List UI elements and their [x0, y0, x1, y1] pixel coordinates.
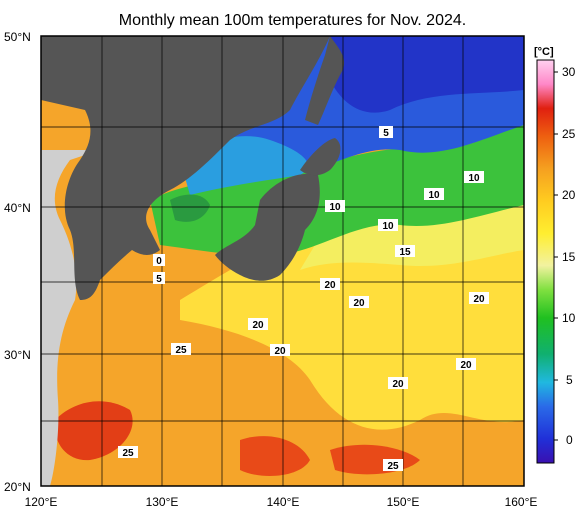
contour-label: 20	[469, 292, 489, 305]
svg-text:25: 25	[122, 448, 134, 459]
lon-tick-120: 120°E	[25, 495, 58, 509]
land-japan-honshu	[215, 173, 320, 281]
svg-text:20: 20	[460, 360, 472, 371]
map-title: Monthly mean 100m temperatures for Nov. …	[118, 12, 467, 29]
contour-label: 20	[456, 358, 476, 371]
contour-label: 20	[248, 318, 268, 331]
svg-text:20: 20	[392, 379, 404, 390]
svg-text:25: 25	[175, 345, 187, 356]
contour-label: 5	[379, 126, 393, 139]
contour-label: 20	[349, 296, 369, 309]
ocean-coldest-region	[330, 36, 524, 113]
warm-spot-south-west	[54, 401, 133, 461]
contour-label: 15	[395, 245, 415, 258]
colorbar-tick-label: 15	[562, 250, 576, 264]
lat-tick-30: 30°N	[4, 348, 31, 362]
land-sakhalin	[305, 36, 345, 125]
warm-spot-south-center	[240, 436, 310, 476]
svg-text:5: 5	[156, 274, 162, 285]
lat-tick-40: 40°N	[4, 201, 31, 215]
outside-region	[41, 36, 100, 486]
svg-text:0: 0	[156, 256, 162, 267]
contour-label: 10	[464, 171, 484, 184]
contour-label: 10	[378, 219, 398, 232]
lat-tick-50: 50°N	[4, 30, 31, 44]
land-continent	[41, 36, 330, 300]
sea-of-japan-patch	[170, 194, 210, 222]
contour-label: 25	[118, 446, 138, 459]
contour-label: 10	[424, 188, 444, 201]
land-japan-hokkaido	[300, 138, 341, 176]
contour-label: 10	[325, 200, 345, 213]
lon-tick-150: 150°E	[387, 495, 420, 509]
graticule	[41, 36, 524, 486]
contour-labels: 5 10 10 10 10 15 0 5 20 20 20 20 20 20 2…	[118, 126, 489, 472]
contour-label: 20	[270, 344, 290, 357]
lon-tick-160: 160°E	[505, 495, 538, 509]
svg-text:20: 20	[252, 320, 264, 331]
colorbar-tick-label: 30	[562, 65, 576, 79]
lat-tick-20: 20°N	[4, 480, 31, 494]
svg-text:20: 20	[274, 346, 286, 357]
svg-text:5: 5	[383, 128, 389, 139]
contour-label: 25	[171, 343, 191, 356]
colorbar-ticks	[554, 71, 558, 441]
contour-label: 20	[388, 377, 408, 390]
contour-label: 25	[383, 459, 403, 472]
lon-tick-140: 140°E	[267, 495, 300, 509]
svg-text:20: 20	[353, 298, 365, 309]
colorbar-tick-label: 10	[562, 311, 576, 325]
svg-text:15: 15	[399, 247, 411, 258]
colorbar-tick-label: 0	[566, 433, 573, 447]
contour-label: 20	[320, 278, 340, 291]
colorbar-tick-label: 5	[566, 373, 573, 387]
colorbar	[536, 59, 555, 464]
colorbar-tick-label: 25	[562, 127, 576, 141]
lon-tick-130: 130°E	[146, 495, 179, 509]
contour-label: 0	[153, 254, 165, 267]
svg-text:10: 10	[428, 190, 440, 201]
svg-text:10: 10	[329, 202, 341, 213]
colorbar-unit: [°C]	[534, 46, 554, 58]
colorbar-tick-label: 20	[562, 188, 576, 202]
contour-label: 5	[153, 272, 165, 285]
svg-text:25: 25	[387, 461, 399, 472]
ocean-green-band	[150, 125, 524, 256]
map-frame	[40, 35, 525, 487]
map-field	[41, 36, 524, 486]
svg-text:20: 20	[473, 294, 485, 305]
svg-text:10: 10	[468, 173, 480, 184]
svg-text:10: 10	[382, 221, 394, 232]
svg-text:20: 20	[324, 280, 336, 291]
